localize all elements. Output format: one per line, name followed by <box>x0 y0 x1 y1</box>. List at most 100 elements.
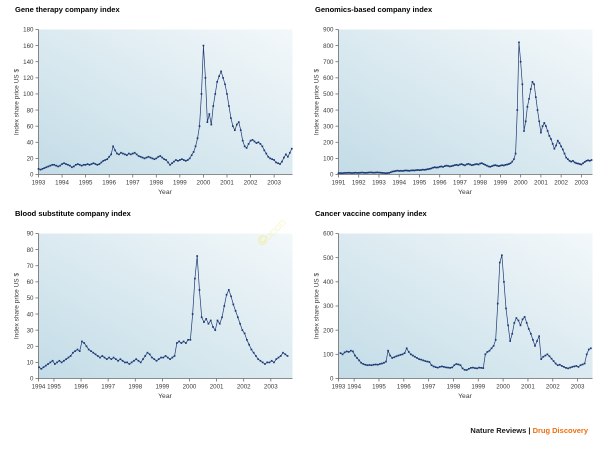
svg-text:1994: 1994 <box>392 180 406 187</box>
svg-text:1993: 1993 <box>332 384 346 391</box>
x-axis-label: Year <box>158 393 172 400</box>
svg-text:180: 180 <box>23 27 34 34</box>
svg-text:400: 400 <box>323 107 334 114</box>
x-axis-label: Year <box>458 393 472 400</box>
svg-text:2003: 2003 <box>571 384 585 391</box>
svg-text:2003: 2003 <box>267 180 281 187</box>
svg-text:1995: 1995 <box>47 384 61 391</box>
svg-text:1996: 1996 <box>433 180 447 187</box>
genomics-chart: 0 100 200 300 400 500 600 700 800 900 1991 1992 1993… <box>323 27 593 187</box>
svg-text:1991: 1991 <box>332 180 346 187</box>
svg-text:100: 100 <box>323 352 334 359</box>
svg-text:120: 120 <box>23 75 34 82</box>
svg-text:0: 0 <box>330 172 334 179</box>
svg-text:2001: 2001 <box>220 180 234 187</box>
svg-text:2003: 2003 <box>264 384 278 391</box>
brand-name: Nature Reviews <box>470 426 527 435</box>
svg-text:2001: 2001 <box>534 180 548 187</box>
svg-text:300: 300 <box>323 123 334 130</box>
svg-text:600: 600 <box>323 231 334 238</box>
svg-text:1992: 1992 <box>352 180 366 187</box>
svg-text:1996: 1996 <box>397 384 411 391</box>
svg-text:1995: 1995 <box>413 180 427 187</box>
svg-text:0: 0 <box>30 376 34 383</box>
svg-text:700: 700 <box>323 59 334 66</box>
genomics-chart-panel: Genomics-based company index Index share… <box>300 2 600 202</box>
svg-text:1995: 1995 <box>79 180 93 187</box>
svg-text:200: 200 <box>323 139 334 146</box>
svg-text:1999: 1999 <box>155 384 169 391</box>
chart-title: Blood substitute company index <box>15 209 131 218</box>
svg-text:1997: 1997 <box>422 384 436 391</box>
svg-text:1993: 1993 <box>32 180 46 187</box>
svg-text:1999: 1999 <box>173 180 187 187</box>
svg-text:1998: 1998 <box>149 180 163 187</box>
svg-text:300: 300 <box>323 303 334 310</box>
svg-text:2002: 2002 <box>244 180 258 187</box>
journal-name: Drug Discovery <box>532 426 588 435</box>
svg-text:1994: 1994 <box>32 384 46 391</box>
svg-text:1998: 1998 <box>473 180 487 187</box>
svg-text:80: 80 <box>27 247 34 254</box>
chart-title: Gene therapy company index <box>15 5 120 14</box>
svg-text:10: 10 <box>27 360 34 367</box>
svg-text:20: 20 <box>27 343 34 350</box>
separator: | <box>528 426 531 435</box>
figure-credit: Nature Reviews | Drug Discovery <box>470 426 588 435</box>
svg-text:70: 70 <box>27 263 34 270</box>
svg-text:1997: 1997 <box>101 384 115 391</box>
svg-text:1998: 1998 <box>128 384 142 391</box>
svg-text:0: 0 <box>330 376 334 383</box>
svg-text:40: 40 <box>27 311 34 318</box>
svg-text:2000: 2000 <box>514 180 528 187</box>
svg-text:500: 500 <box>323 91 334 98</box>
cancer-vaccine-chart: 0 100 200 300 400 500 600 1993 1994 1995 1996 1997 1… <box>323 231 593 391</box>
svg-text:2002: 2002 <box>237 384 251 391</box>
chart-title: Cancer vaccine company index <box>315 209 427 218</box>
blood-substitute-chart-panel: Blood substitute company index Index sha… <box>0 206 300 406</box>
x-axis-label: Year <box>458 189 472 196</box>
svg-text:200: 200 <box>323 327 334 334</box>
svg-text:2000: 2000 <box>183 384 197 391</box>
svg-text:1997: 1997 <box>453 180 467 187</box>
svg-text:80: 80 <box>27 107 34 114</box>
svg-text:30: 30 <box>27 327 34 334</box>
svg-text:50: 50 <box>27 295 34 302</box>
svg-text:1996: 1996 <box>74 384 88 391</box>
svg-text:100: 100 <box>323 156 334 163</box>
svg-text:40: 40 <box>27 139 34 146</box>
svg-text:1995: 1995 <box>372 384 386 391</box>
svg-text:800: 800 <box>323 43 334 50</box>
svg-text:60: 60 <box>27 279 34 286</box>
svg-text:140: 140 <box>23 59 34 66</box>
gene-therapy-chart: 0 20 40 60 80 100 120 140 160 180 1993 1994 1995 1996… <box>23 27 293 187</box>
svg-text:160: 160 <box>23 43 34 50</box>
svg-text:600: 600 <box>323 75 334 82</box>
svg-text:400: 400 <box>323 279 334 286</box>
svg-text:90: 90 <box>27 231 34 238</box>
svg-text:20: 20 <box>27 156 34 163</box>
svg-text:1999: 1999 <box>494 180 508 187</box>
svg-text:0: 0 <box>30 172 34 179</box>
svg-text:2002: 2002 <box>554 180 568 187</box>
svg-text:2003: 2003 <box>574 180 588 187</box>
cancer-vaccine-chart-panel: Cancer vaccine company index Index share… <box>300 206 600 406</box>
chart-title: Genomics-based company index <box>315 5 433 14</box>
svg-text:60: 60 <box>27 123 34 130</box>
svg-text:1996: 1996 <box>102 180 116 187</box>
svg-text:1997: 1997 <box>126 180 140 187</box>
svg-text:2001: 2001 <box>210 384 224 391</box>
svg-text:2002: 2002 <box>546 384 560 391</box>
svg-text:500: 500 <box>323 255 334 262</box>
svg-text:1994: 1994 <box>55 180 69 187</box>
svg-text:1993: 1993 <box>372 180 386 187</box>
svg-text:2001: 2001 <box>521 384 535 391</box>
x-axis-label: Year <box>158 189 172 196</box>
svg-text:1999: 1999 <box>471 384 485 391</box>
svg-text:2000: 2000 <box>496 384 510 391</box>
svg-text:1994: 1994 <box>347 384 361 391</box>
svg-text:900: 900 <box>323 27 334 34</box>
blood-substitute-chart: 0 10 20 30 40 50 60 70 80 90 1994 1995 1996 1997 1998 1… <box>27 231 293 391</box>
svg-text:2000: 2000 <box>197 180 211 187</box>
svg-text:100: 100 <box>23 91 34 98</box>
